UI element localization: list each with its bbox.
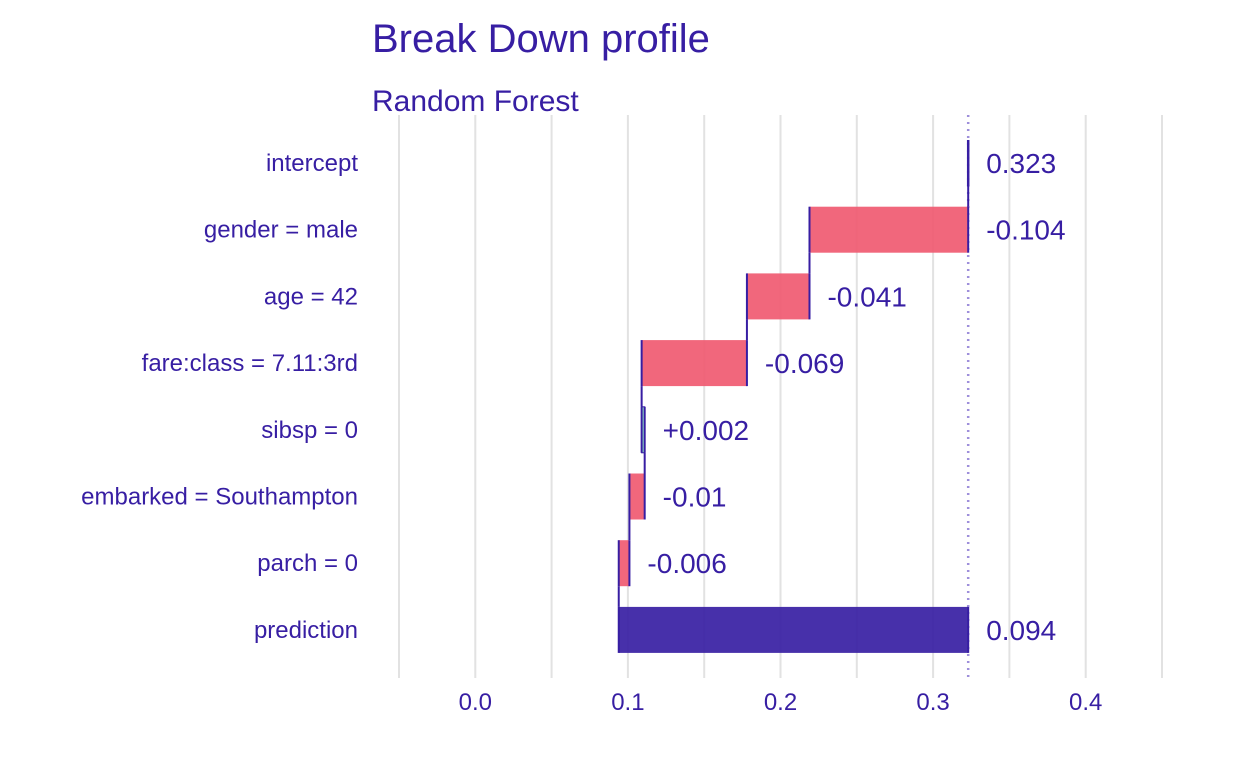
x-tick-label: 0.0 [459,689,492,716]
bar-negative [809,206,969,253]
y-axis-labels: intercept gender = male age = 42 fare:class… [81,150,358,644]
bar-negative [746,273,810,320]
x-tick-label: 0.4 [1069,689,1102,716]
row-label: sibsp = 0 [261,417,358,444]
row-label: prediction [254,617,358,644]
value-label: 0.094 [986,615,1056,646]
value-label: +0.002 [663,415,749,446]
bars [617,140,970,653]
value-label: -0.069 [765,348,844,379]
x-tick-label: 0.1 [611,689,644,716]
row-label: fare:class = 7.11:3rd [142,350,358,377]
row-label: age = 42 [264,283,358,310]
connectors [617,186,970,607]
value-label: -0.01 [663,482,727,513]
chart-title: Break Down profile [372,17,710,61]
row-label: gender = male [204,217,358,244]
bar-negative [618,540,630,587]
row-label: intercept [266,150,358,177]
value-label: -0.041 [827,281,906,312]
row-label: embarked = Southampton [81,484,358,511]
x-tick-label: 0.2 [764,689,797,716]
value-label: -0.006 [647,548,726,579]
value-labels: 0.323 -0.104 -0.041 -0.069 +0.002 -0.01 -0.006… [647,148,1065,646]
x-tick-label: 0.3 [916,689,949,716]
bar-prediction [618,606,969,653]
value-label: 0.323 [986,148,1056,179]
row-label: parch = 0 [257,550,358,577]
bar-negative [641,340,747,387]
bar-negative [629,473,645,520]
value-label: -0.104 [986,215,1065,246]
x-axis-ticks: 0.0 0.1 0.2 0.3 0.4 [459,689,1103,716]
gridlines [398,115,1163,678]
chart-subtitle: Random Forest [372,85,579,118]
